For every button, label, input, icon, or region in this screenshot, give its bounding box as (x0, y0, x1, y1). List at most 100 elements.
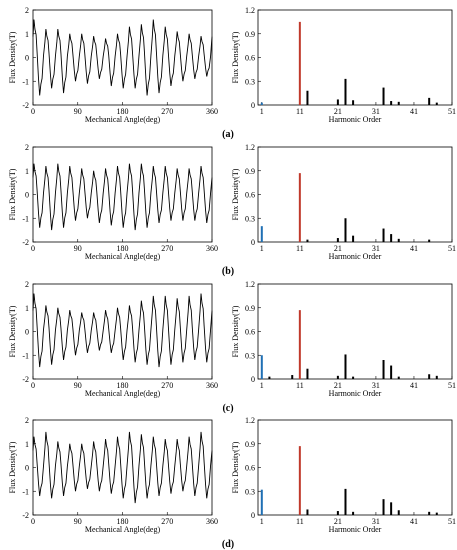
y-tick-label: 0.9 (245, 440, 255, 449)
x-tick-label: 180 (117, 244, 129, 253)
y-axis-label: Flux Density(T) (8, 305, 17, 357)
y-axis-label: Flux Density(T) (231, 441, 240, 493)
x-tick-label: 360 (206, 381, 218, 390)
y-tick-label: 2 (25, 6, 29, 15)
harmonic-bar (397, 238, 400, 242)
y-tick-label: 0.9 (245, 30, 255, 39)
harmonic-bar (428, 239, 431, 242)
spectrum-frame (257, 9, 453, 106)
flux-waveform-line (32, 19, 213, 96)
harmonic-bar (435, 102, 438, 105)
y-axis-label: Flux Density(T) (231, 31, 240, 83)
harmonic-bar (428, 511, 431, 515)
y-tick-label: 1.2 (245, 416, 255, 425)
y-tick-label: 0 (251, 238, 255, 247)
waveform-frame (32, 419, 213, 516)
x-tick-label: 270 (161, 381, 173, 390)
harmonic-bar (260, 102, 263, 105)
waveform-frame (32, 9, 213, 106)
harmonic-bar (306, 90, 309, 105)
x-tick-label: 360 (206, 244, 218, 253)
x-tick-label: 51 (448, 107, 456, 116)
x-tick-label: 180 (117, 517, 129, 526)
x-axis-label: Harmonic Order (329, 115, 382, 124)
y-tick-label: -1 (22, 487, 29, 496)
harmonic-bar (344, 354, 347, 379)
harmonic-bar (260, 355, 263, 379)
x-axis-label: Mechanical Angle(deg) (85, 252, 161, 261)
y-tick-label: 2 (25, 143, 29, 152)
x-tick-label: 51 (448, 381, 456, 390)
x-tick-label: 90 (74, 244, 82, 253)
harmonic-bar (390, 101, 393, 105)
spectrum-frame (257, 419, 453, 516)
harmonic-bar (352, 511, 355, 515)
harmonic-bar (390, 234, 393, 242)
y-tick-label: 1.2 (245, 143, 255, 152)
spectrum-frame (257, 283, 453, 380)
y-tick-label: 0.6 (245, 54, 255, 63)
y-tick-label: -1 (22, 351, 29, 360)
x-tick-label: 41 (410, 517, 418, 526)
harmonic-bar (397, 101, 400, 105)
y-tick-label: 2 (25, 280, 29, 289)
x-tick-label: 51 (448, 244, 456, 253)
x-tick-label: 21 (334, 107, 342, 116)
x-tick-label: 31 (372, 517, 380, 526)
harmonic-bar (344, 78, 347, 105)
x-tick-label: 0 (31, 244, 35, 253)
y-axis-label: Flux Density(T) (8, 168, 17, 220)
harmonic-bar (397, 376, 400, 379)
harmonic-bar (306, 509, 309, 515)
y-tick-label: 0.6 (245, 328, 255, 337)
harmonic-bar (428, 97, 431, 105)
x-tick-label: 360 (206, 107, 218, 116)
y-tick-label: -1 (22, 214, 29, 223)
x-tick-label: 41 (410, 244, 418, 253)
harmonic-bar (397, 510, 400, 515)
harmonic-bar (344, 218, 347, 242)
x-tick-label: 90 (74, 107, 82, 116)
harmonic-bar (352, 100, 355, 105)
y-axis-label: Flux Density(T) (8, 441, 17, 493)
harmonic-bar (352, 235, 355, 242)
harmonic-bar (435, 375, 438, 379)
y-tick-label: 0.6 (245, 464, 255, 473)
y-tick-label: -2 (22, 511, 29, 520)
harmonic-bar (298, 21, 301, 105)
harmonic-bar (435, 512, 438, 515)
x-tick-label: 270 (161, 244, 173, 253)
y-axis-label: Flux Density(T) (231, 305, 240, 357)
x-tick-label: 270 (161, 107, 173, 116)
x-tick-label: 31 (372, 244, 380, 253)
panel-label: (a) (222, 129, 234, 140)
x-tick-label: 0 (31, 107, 35, 116)
x-tick-label: 31 (372, 107, 380, 116)
harmonic-bar (298, 173, 301, 242)
y-tick-label: 0 (25, 464, 29, 473)
flux-waveform-line (32, 163, 213, 231)
y-tick-label: 1 (25, 440, 29, 449)
x-tick-label: 1 (260, 381, 264, 390)
harmonic-bar (382, 228, 385, 242)
flux-waveform-line (32, 293, 213, 368)
x-tick-label: 90 (74, 381, 82, 390)
y-tick-label: 0.3 (245, 487, 255, 496)
x-axis-label: Harmonic Order (329, 252, 382, 261)
x-tick-label: 0 (31, 381, 35, 390)
harmonic-bar (382, 360, 385, 379)
x-axis-label: Harmonic Order (329, 389, 382, 398)
x-tick-label: 360 (206, 517, 218, 526)
x-tick-label: 1 (260, 517, 264, 526)
harmonic-bar (344, 488, 347, 515)
x-axis-label: Harmonic Order (329, 525, 382, 534)
y-tick-label: 1.2 (245, 280, 255, 289)
y-tick-label: 1 (25, 30, 29, 39)
y-tick-label: 0 (251, 375, 255, 384)
panel-label: (d) (222, 539, 234, 550)
x-tick-label: 31 (372, 381, 380, 390)
x-tick-label: 21 (334, 244, 342, 253)
waveform-frame (32, 283, 213, 380)
